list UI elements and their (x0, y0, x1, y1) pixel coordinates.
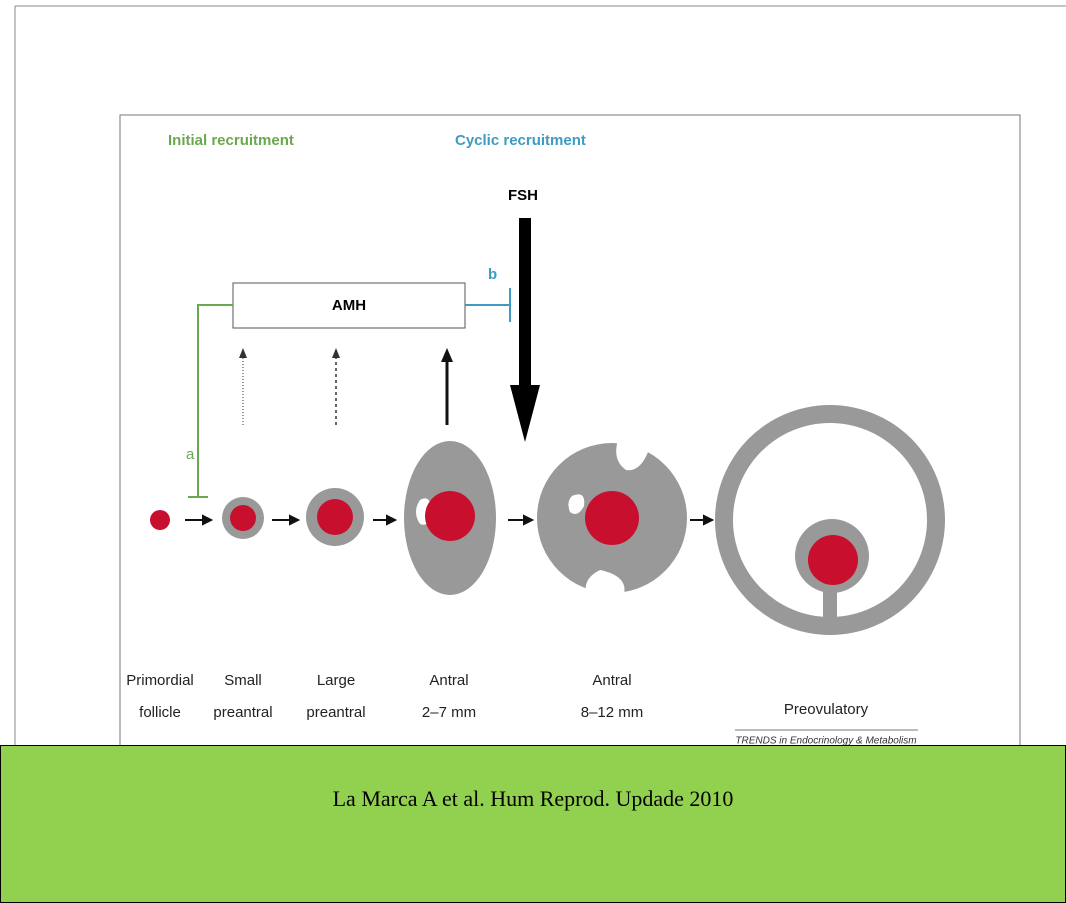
fsh-arrow-shaft (519, 218, 531, 388)
fsh-label: FSH (508, 187, 538, 204)
oocyte (230, 505, 256, 531)
arrow-head (441, 348, 453, 362)
stage-label: Antral (429, 672, 468, 689)
citation-box: La Marca A et al. Hum Reprod. Updade 201… (0, 745, 1066, 903)
initial-header: Initial recruitment (168, 132, 294, 149)
amh-label: AMH (332, 297, 366, 314)
antrum (568, 494, 585, 514)
arrow-head (332, 348, 340, 358)
label-b: b (488, 266, 497, 283)
stage-label: preantral (306, 704, 365, 721)
antrum (616, 437, 648, 471)
source: TRENDS in Endocrinology & Metabolism (735, 736, 916, 747)
stage-label: Antral (592, 672, 631, 689)
stage-label: 8–12 mm (581, 704, 644, 721)
fsh-arrow-head (510, 385, 540, 442)
oocyte (317, 499, 353, 535)
stage-label: follicle (139, 704, 181, 721)
oocyte (585, 491, 639, 545)
oocyte (425, 491, 475, 541)
arrow-head (239, 348, 247, 358)
stage-label: Preovulatory (784, 701, 869, 718)
stage-label: Primordial (126, 672, 194, 689)
oocyte (808, 535, 858, 585)
label-a: a (186, 446, 195, 463)
citation: La Marca A et al. Hum Reprod. Updade 201… (332, 786, 734, 811)
stage-label: preantral (213, 704, 272, 721)
stage-label: Large (317, 672, 355, 689)
primordial-follicle (150, 510, 170, 530)
antrum (585, 570, 625, 602)
stage-label: 2–7 mm (422, 704, 476, 721)
pathway-a (197, 304, 233, 497)
stage-arrows (185, 514, 715, 526)
stage-label: Small (224, 672, 262, 689)
cyclic-header: Cyclic recruitment (455, 132, 586, 149)
cumulus-stalk (823, 585, 837, 620)
